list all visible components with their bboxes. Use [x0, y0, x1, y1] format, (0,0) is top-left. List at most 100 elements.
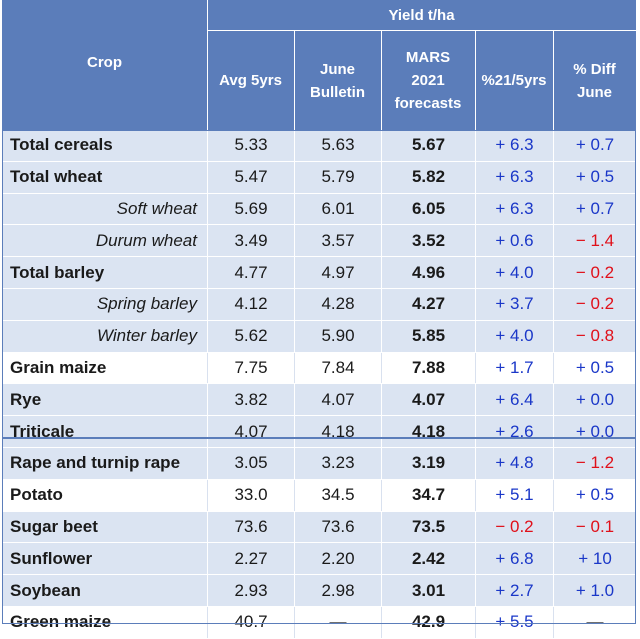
table-row: Total cereals 5.33 5.63 5.67 + 6.3 + 0.7 [2, 130, 636, 162]
crop-name-cell: Total barley [10, 262, 105, 282]
table-row: Sugar beet 73.6 73.6 73.5− 0.2− 0.1 [2, 511, 636, 544]
diff-june-cell: — [553, 606, 636, 638]
header-crop: Crop [2, 0, 207, 130]
june-bulletin-cell: 4.07 [294, 384, 381, 416]
table-row: Soft wheat 5.69 6.01 6.05 + 6.3 + 0.7 [2, 193, 636, 226]
crop-name-cell: Soft wheat [116, 198, 197, 218]
mars-forecast-cell: 5.85 [381, 320, 475, 352]
table-row: Soybean 2.93 2.98 3.01 + 2.7 + 1.0 [2, 575, 636, 607]
table-header: Yield t/ha Crop Avg 5yrs June Bulletin M… [2, 0, 636, 130]
pct-change-cell: + 2.7 [475, 575, 553, 606]
header-june-line1: June [319, 60, 355, 78]
june-bulletin-cell: 3.23 [294, 447, 381, 479]
avg-5yrs-cell: 4.07 [207, 416, 294, 447]
crop-name-cell: Durum wheat [95, 230, 197, 250]
header-avg: Avg 5yrs [207, 31, 294, 130]
avg-5yrs-cell: 5.69 [207, 193, 294, 225]
diff-june-cell: + 0.5 [553, 352, 636, 384]
crop-name-cell: Sunflower [10, 548, 93, 568]
header-mars-line2: 2021 [411, 72, 445, 89]
crop-name-cell: Green maize [10, 612, 112, 632]
pct-change-cell: + 6.3 [475, 130, 553, 161]
avg-5yrs-cell: 3.05 [207, 447, 294, 479]
diff-june-cell: − 0.1 [553, 511, 636, 543]
pct-change-cell: + 0.6 [475, 225, 553, 257]
crop-name-cell: Total wheat [10, 167, 103, 187]
crop-name-cell: Total cereals [10, 135, 113, 155]
june-bulletin-cell: 4.28 [294, 288, 381, 320]
mars-forecast-cell: 7.88 [381, 352, 475, 384]
june-bulletin-cell: 7.84 [294, 352, 381, 384]
june-bulletin-cell: 2.20 [294, 543, 381, 575]
crop-name-cell: Soybean [10, 580, 81, 600]
avg-5yrs-cell: 4.12 [207, 288, 294, 320]
pct-change-cell: + 4.8 [475, 447, 553, 479]
mars-forecast-cell: 4.18 [381, 416, 475, 447]
diff-june-cell: + 10 [553, 543, 636, 575]
avg-5yrs-cell: 3.82 [207, 384, 294, 416]
avg-5yrs-cell: 73.6 [207, 511, 294, 543]
table-row: Rape and turnip rape 3.05 3.23 3.19 + 4.8− 1… [2, 447, 636, 480]
diff-june-cell: + 0.0 [553, 416, 636, 447]
diff-june-cell: − 1.4 [553, 225, 636, 257]
diff-june-cell: − 1.2 [553, 447, 636, 479]
header-pct: %21/5yrs [475, 31, 553, 130]
june-bulletin-cell: 5.90 [294, 320, 381, 352]
diff-june-cell: + 0.5 [553, 161, 636, 193]
pct-change-cell: + 6.3 [475, 161, 553, 193]
diff-june-cell: + 0.0 [553, 384, 636, 416]
diff-june-cell: + 0.7 [553, 130, 636, 161]
pct-change-cell: + 4.0 [475, 257, 553, 288]
diff-june-cell: − 0.8 [553, 320, 636, 352]
june-bulletin-cell: 5.79 [294, 161, 381, 193]
table-row: Winter barley 5.62 5.90 5.85 + 4.0− 0.8 [2, 320, 636, 353]
header-june: June Bulletin [294, 31, 381, 130]
pct-change-cell: + 5.1 [475, 479, 553, 511]
june-bulletin-cell: 73.6 [294, 511, 381, 543]
avg-5yrs-cell: 3.49 [207, 225, 294, 257]
table-row: Triticale 4.07 4.18 4.18 + 2.6 + 0.0 [2, 416, 636, 448]
mars-forecast-cell: 4.27 [381, 288, 475, 320]
avg-5yrs-cell: 5.33 [207, 130, 294, 161]
pct-change-cell: + 4.0 [475, 320, 553, 352]
june-bulletin-cell: 3.57 [294, 225, 381, 257]
table-row: Spring barley 4.12 4.28 4.27 + 3.7− 0.2 [2, 288, 636, 321]
mars-forecast-cell: 3.01 [381, 575, 475, 606]
crop-name-cell: Sugar beet [10, 516, 98, 536]
mars-forecast-cell: 6.05 [381, 193, 475, 225]
table-row: Sunflower 2.27 2.20 2.42 + 6.8 + 10 [2, 543, 636, 576]
june-bulletin-cell: 4.18 [294, 416, 381, 447]
table-row: Durum wheat 3.49 3.57 3.52 + 0.6− 1.4 [2, 225, 636, 258]
mars-forecast-cell: 5.67 [381, 130, 475, 161]
june-bulletin-cell: — [294, 606, 381, 638]
group-separator [2, 437, 636, 439]
pct-change-cell: − 0.2 [475, 511, 553, 543]
june-bulletin-cell: 5.63 [294, 130, 381, 161]
header-pct-label: %21/5yrs [481, 72, 547, 89]
avg-5yrs-cell: 40.7 [207, 606, 294, 638]
crop-name-cell: Grain maize [10, 357, 107, 377]
june-bulletin-cell: 2.98 [294, 575, 381, 606]
crop-name-cell: Rye [10, 389, 42, 409]
header-mars: MARS 2021 forecasts [381, 31, 475, 130]
header-group-yield: Yield t/ha [207, 0, 636, 30]
avg-5yrs-cell: 7.75 [207, 352, 294, 384]
header-crop-label: Crop [87, 53, 122, 71]
mars-forecast-cell: 73.5 [381, 511, 475, 543]
pct-change-cell: + 2.6 [475, 416, 553, 447]
mars-forecast-cell: 42.9 [381, 606, 475, 638]
pct-change-cell: + 6.8 [475, 543, 553, 575]
table-row: Grain maize 7.75 7.84 7.88 + 1.7 + 0.5 [2, 352, 636, 385]
june-bulletin-cell: 34.5 [294, 479, 381, 511]
mars-forecast-cell: 4.07 [381, 384, 475, 416]
mars-forecast-cell: 3.52 [381, 225, 475, 257]
diff-june-cell: + 1.0 [553, 575, 636, 606]
mars-forecast-cell: 34.7 [381, 479, 475, 511]
crop-name-cell: Spring barley [96, 294, 197, 314]
mars-forecast-cell: 5.82 [381, 161, 475, 193]
header-mars-line3: forecasts [394, 95, 462, 112]
avg-5yrs-cell: 4.77 [207, 257, 294, 288]
header-june-line2: Bulletin [310, 83, 365, 101]
diff-june-cell: + 0.5 [553, 479, 636, 511]
